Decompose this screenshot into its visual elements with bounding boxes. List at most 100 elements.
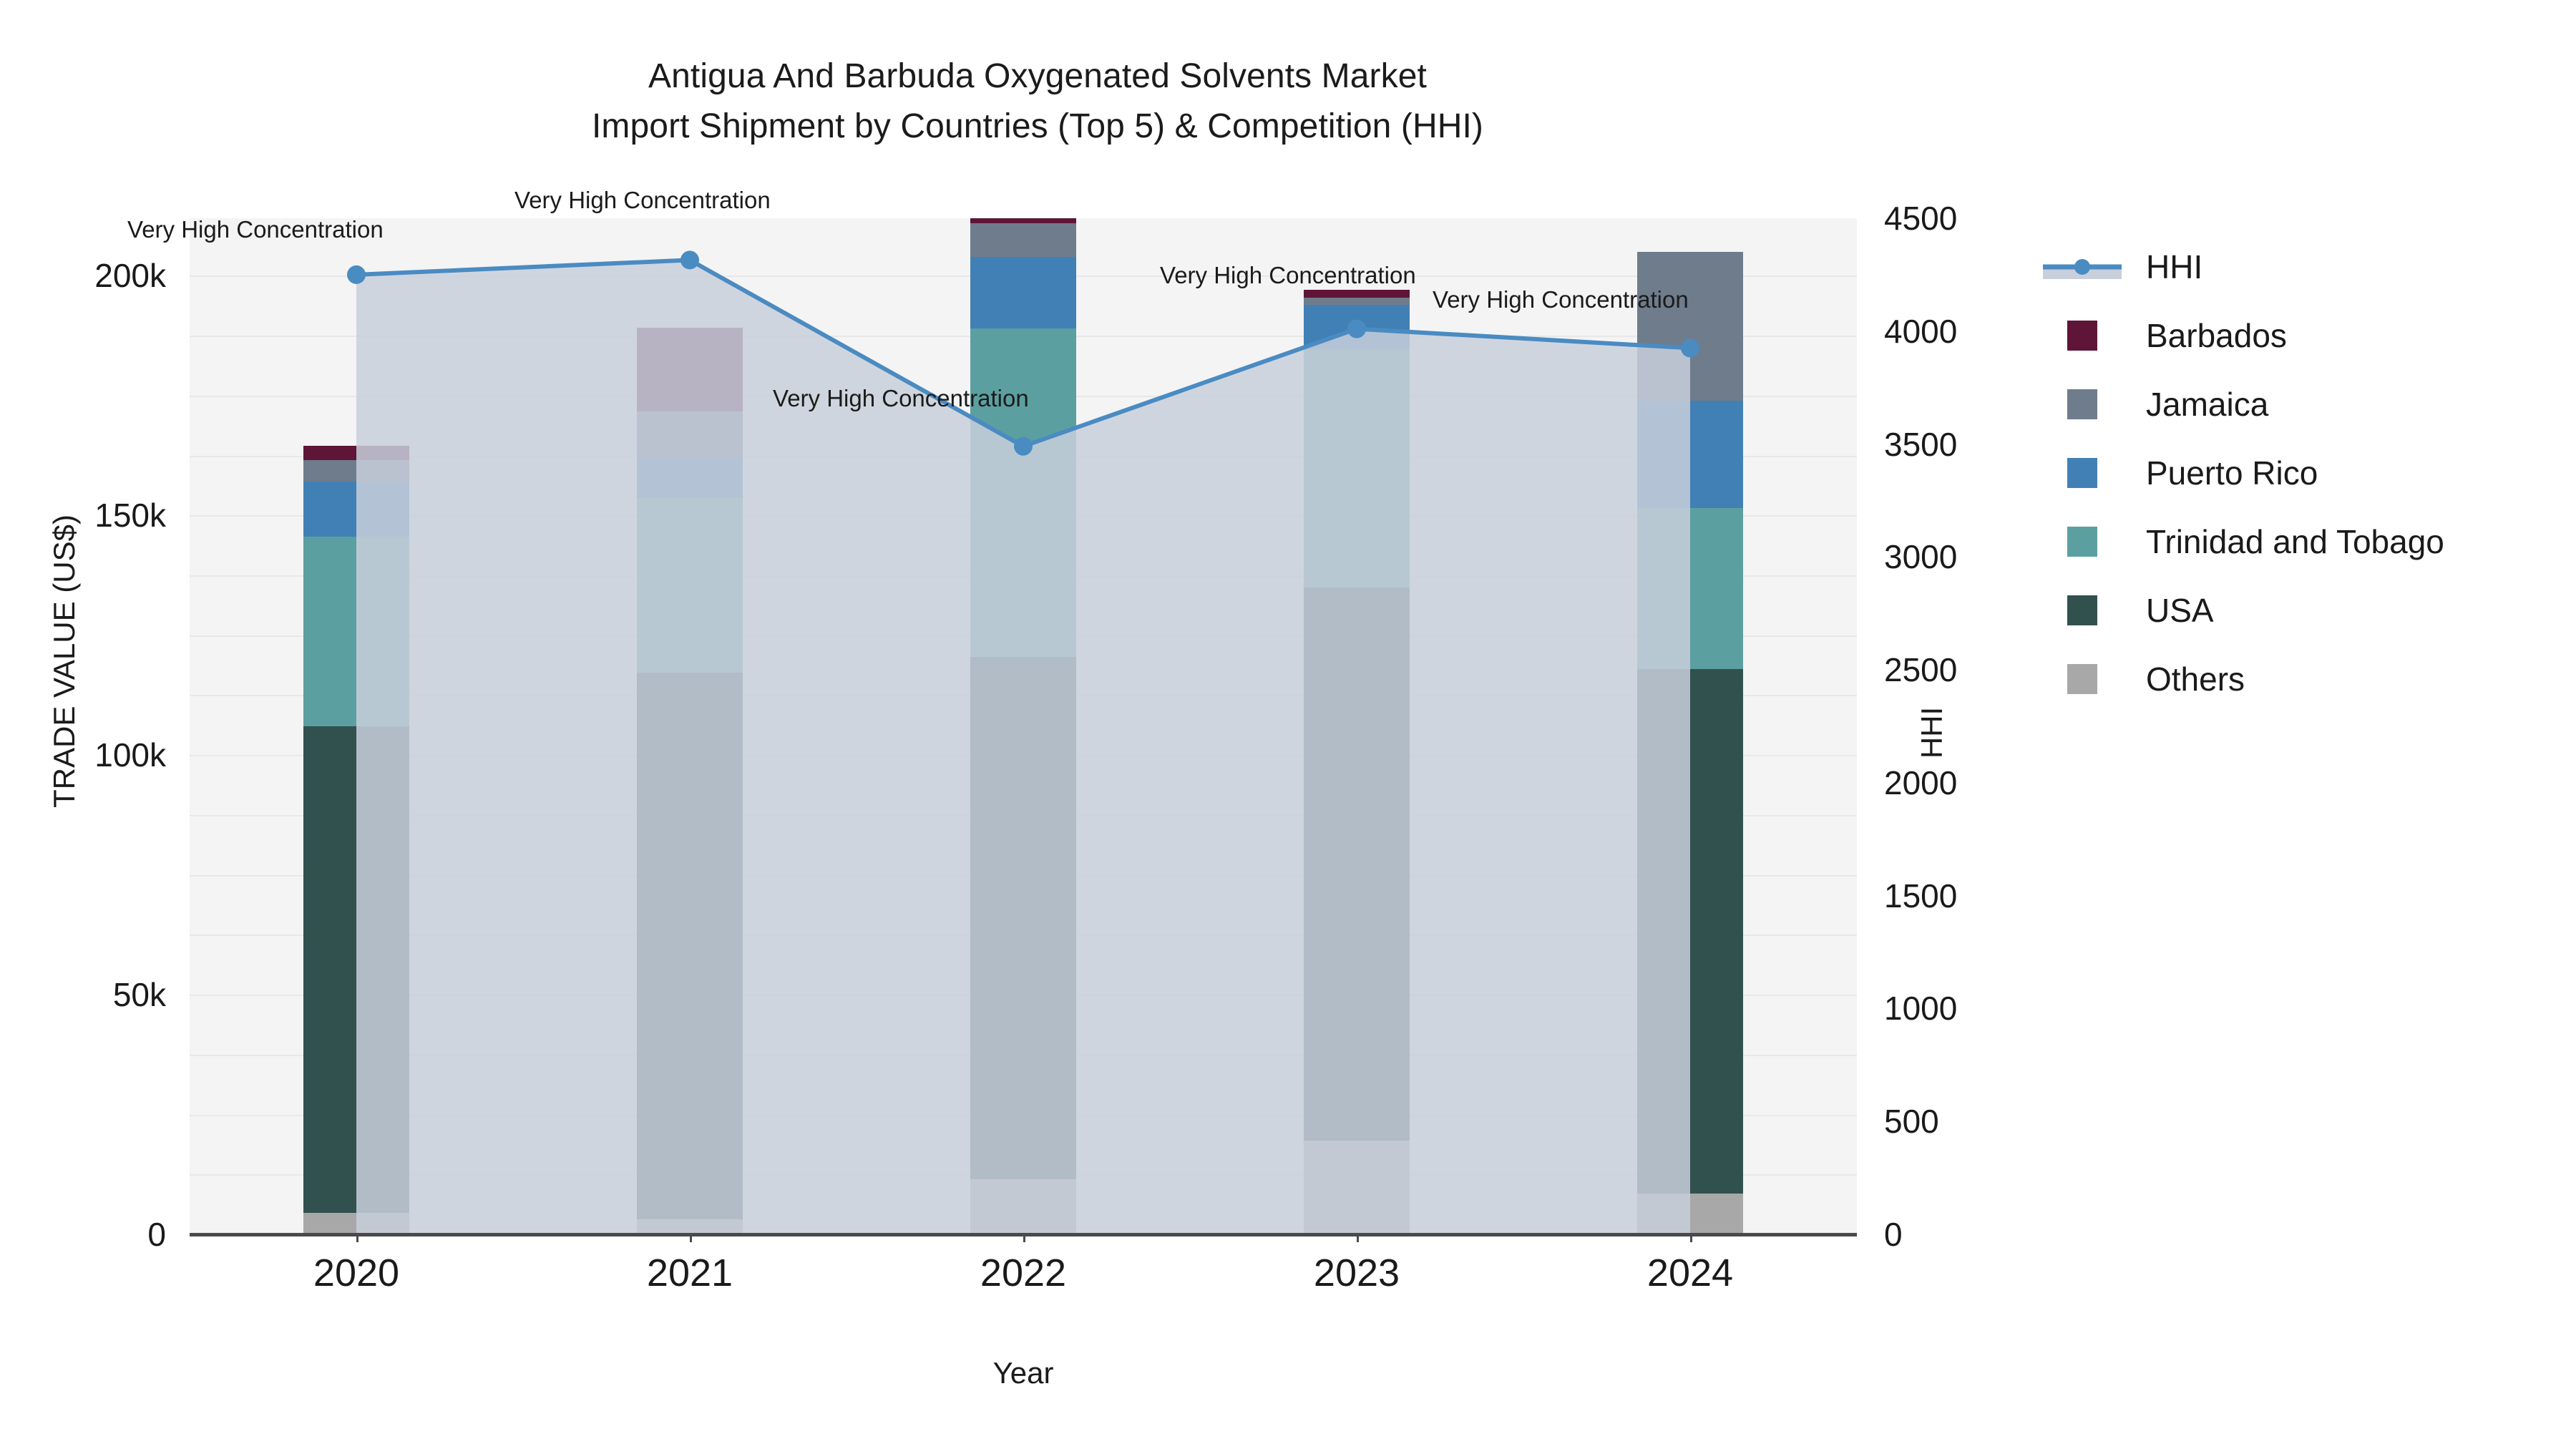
x-axis-tick-mark bbox=[690, 1234, 692, 1242]
x-axis-tick-mark bbox=[1690, 1234, 1692, 1242]
bar-group[interactable] bbox=[970, 218, 1076, 1234]
bar-segment[interactable] bbox=[637, 1219, 743, 1234]
legend-label: Jamaica bbox=[2146, 386, 2269, 423]
bar-segment[interactable] bbox=[1637, 668, 1743, 1194]
plot-area bbox=[190, 218, 1857, 1234]
bar-segment[interactable] bbox=[970, 328, 1076, 657]
y-axis-left-tick-label: 200k bbox=[94, 257, 166, 295]
chart-legend: HHI Barbados Jamaica Puerto Rico Trinidad an… bbox=[2043, 233, 2558, 713]
y-axis-right-ticks: 0 500 1000 1500 2000 2500 3000 3500 4000 4500 bbox=[1871, 200, 2057, 1253]
chart-title: Antigua And Barbuda Oxygenated Solvents … bbox=[648, 57, 1427, 95]
bar-segment[interactable] bbox=[637, 497, 743, 673]
bar-segment[interactable] bbox=[303, 537, 409, 726]
bar-segment[interactable] bbox=[637, 457, 743, 498]
y-axis-right-tick-label: 4000 bbox=[1884, 312, 1958, 350]
chart-title-block: Antigua And Barbuda Oxygenated Solvents … bbox=[0, 52, 2075, 151]
bar-group[interactable] bbox=[637, 218, 743, 1234]
chart-subtitle: Import Shipment by Countries (Top 5) & C… bbox=[591, 107, 1484, 145]
y-axis-right-tick-label: 500 bbox=[1884, 1103, 1939, 1141]
legend-item[interactable]: USA bbox=[2043, 576, 2558, 645]
y-axis-right-tick-label: 3000 bbox=[1884, 538, 1958, 576]
y-axis-right-tick-label: 2000 bbox=[1884, 763, 1958, 801]
legend-item[interactable]: Jamaica bbox=[2043, 370, 2558, 439]
bar-group[interactable] bbox=[1304, 218, 1410, 1234]
legend-label: Trinidad and Tobago bbox=[2146, 523, 2444, 560]
y-axis-left-tick-label: 100k bbox=[94, 736, 166, 774]
bar-segment[interactable] bbox=[1304, 587, 1410, 1141]
legend-color-swatch bbox=[2067, 389, 2097, 419]
bar-segment[interactable] bbox=[637, 411, 743, 457]
bar-segment[interactable] bbox=[970, 656, 1076, 1179]
stacked-bar[interactable] bbox=[970, 218, 1076, 1234]
concentration-annotation: Very High Concentration bbox=[1433, 286, 1689, 313]
y-axis-right-tick-label: 2500 bbox=[1884, 651, 1958, 689]
y-axis-left-ticks: 0 50k 100k 150k 200k bbox=[14, 218, 179, 1253]
bar-segment[interactable] bbox=[303, 460, 409, 482]
bar-segment[interactable] bbox=[1304, 1141, 1410, 1234]
x-axis-tick-mark bbox=[1357, 1234, 1359, 1242]
y-axis-right-tick-label: 1000 bbox=[1884, 990, 1958, 1028]
bar-segment[interactable] bbox=[303, 726, 409, 1213]
legend-color-swatch bbox=[2067, 595, 2097, 625]
bar-segment[interactable] bbox=[637, 673, 743, 1219]
legend-label: Puerto Rico bbox=[2146, 454, 2318, 492]
y-axis-right-tick-label: 4500 bbox=[1884, 200, 1958, 237]
bar-group[interactable] bbox=[1637, 218, 1743, 1234]
y-axis-left-tick-label: 50k bbox=[112, 976, 166, 1014]
bar-group[interactable] bbox=[303, 218, 409, 1234]
legend-item[interactable]: HHI bbox=[2043, 233, 2558, 301]
concentration-annotation: Very High Concentration bbox=[773, 384, 1029, 411]
legend-item[interactable]: Barbados bbox=[2043, 301, 2558, 370]
y-axis-left-tick-label: 0 bbox=[147, 1216, 166, 1253]
bar-segment[interactable] bbox=[1637, 251, 1743, 401]
x-axis-tick-mark bbox=[1023, 1234, 1025, 1242]
bar-segment[interactable] bbox=[1637, 400, 1743, 509]
x-axis-tick-label: 2020 bbox=[313, 1252, 400, 1294]
y-axis-left-label: TRADE VALUE (US$) bbox=[47, 514, 81, 808]
x-axis-label: Year bbox=[992, 1356, 1054, 1390]
legend-item[interactable]: Others bbox=[2043, 645, 2558, 713]
concentration-annotation: Very High Concentration bbox=[127, 215, 384, 243]
stacked-bar[interactable] bbox=[1304, 218, 1410, 1234]
legend-color-swatch bbox=[2067, 458, 2097, 488]
legend-label: Others bbox=[2146, 660, 2245, 698]
y-axis-right-label: HHI bbox=[1915, 706, 1948, 759]
bar-segment[interactable] bbox=[1304, 350, 1410, 587]
bar-segment[interactable] bbox=[1304, 290, 1410, 298]
bar-segment[interactable] bbox=[970, 218, 1076, 223]
legend-color-swatch bbox=[2067, 527, 2097, 557]
legend-label: HHI bbox=[2146, 248, 2203, 286]
y-axis-left-tick-label: 150k bbox=[94, 497, 166, 535]
bar-segment[interactable] bbox=[1304, 297, 1410, 305]
concentration-annotation: Very High Concentration bbox=[1160, 261, 1416, 288]
bar-segment[interactable] bbox=[303, 446, 409, 461]
x-axis-tick-label: 2022 bbox=[980, 1252, 1067, 1294]
bar-segment[interactable] bbox=[1637, 1194, 1743, 1234]
bar-segment[interactable] bbox=[637, 327, 743, 411]
bar-segment[interactable] bbox=[303, 482, 409, 537]
x-axis-tick-label: 2024 bbox=[1646, 1252, 1734, 1294]
y-axis-right-tick-label: 3500 bbox=[1884, 425, 1958, 463]
stacked-bar[interactable] bbox=[1637, 218, 1743, 1234]
y-axis-right-tick-label: 1500 bbox=[1884, 877, 1958, 914]
x-axis-tick-label: 2023 bbox=[1313, 1252, 1400, 1294]
legend-label: Barbados bbox=[2146, 317, 2287, 354]
concentration-annotation: Very High Concentration bbox=[514, 187, 771, 214]
legend-item[interactable]: Puerto Rico bbox=[2043, 439, 2558, 507]
legend-item[interactable]: Trinidad and Tobago bbox=[2043, 507, 2558, 576]
bar-segment[interactable] bbox=[1637, 508, 1743, 669]
legend-color-swatch bbox=[2067, 664, 2097, 694]
stacked-bar[interactable] bbox=[637, 218, 743, 1234]
legend-label: USA bbox=[2146, 592, 2214, 629]
y-axis-right-tick-label: 0 bbox=[1884, 1216, 1903, 1253]
bar-segment[interactable] bbox=[970, 223, 1076, 257]
bar-segment[interactable] bbox=[970, 1179, 1076, 1234]
stacked-bar[interactable] bbox=[303, 218, 409, 1234]
x-axis-tick-mark bbox=[356, 1234, 358, 1242]
bar-segment[interactable] bbox=[970, 256, 1076, 329]
x-axis-tick-label: 2021 bbox=[646, 1252, 733, 1294]
bar-segment[interactable] bbox=[303, 1212, 409, 1234]
bar-segment[interactable] bbox=[1304, 304, 1410, 351]
legend-line-swatch bbox=[2043, 252, 2122, 282]
